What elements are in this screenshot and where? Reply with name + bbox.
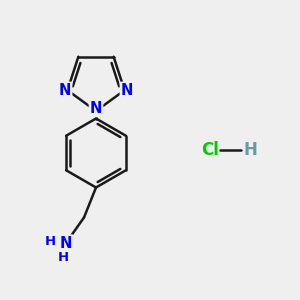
Text: H: H bbox=[244, 141, 257, 159]
Text: N: N bbox=[121, 83, 133, 98]
Text: Cl: Cl bbox=[201, 141, 219, 159]
Text: N: N bbox=[59, 83, 71, 98]
Text: N: N bbox=[90, 101, 102, 116]
Text: H: H bbox=[58, 251, 69, 264]
Text: H: H bbox=[45, 235, 56, 248]
Text: N: N bbox=[60, 236, 72, 250]
